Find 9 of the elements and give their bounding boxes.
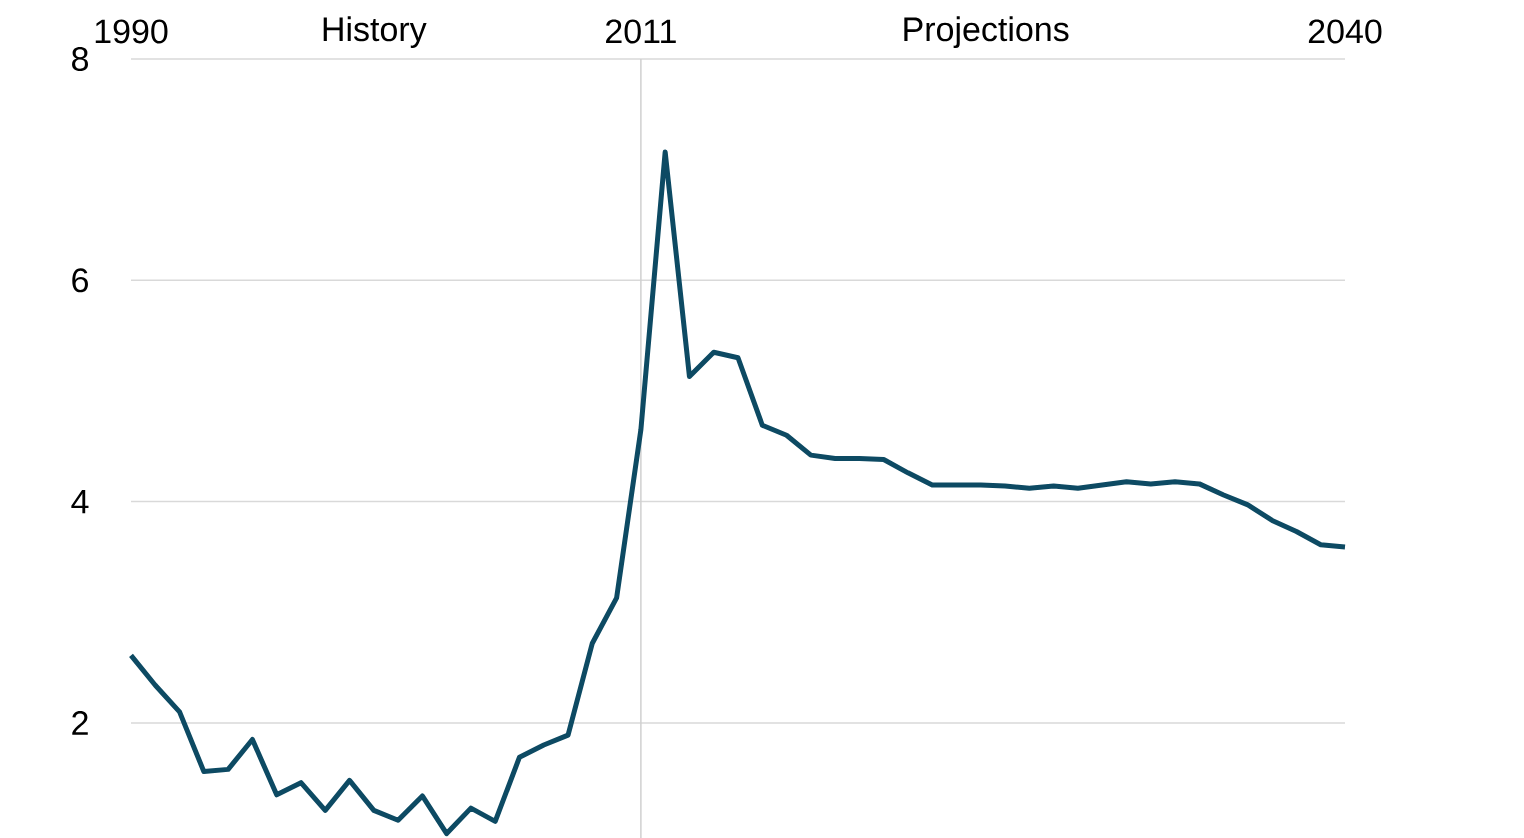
- x-tick-label: 2040: [1308, 19, 1382, 44]
- y-tick-label: 2: [72, 711, 88, 735]
- x-tick-label: 2011: [606, 19, 676, 44]
- y-tick-label: 8: [72, 46, 89, 72]
- text: Projections: [904, 16, 1069, 49]
- y-tick-label: 6: [72, 268, 88, 293]
- x-tick-label: 1990: [95, 19, 168, 44]
- text: History: [323, 16, 427, 49]
- y-tick-label: 4: [71, 489, 89, 514]
